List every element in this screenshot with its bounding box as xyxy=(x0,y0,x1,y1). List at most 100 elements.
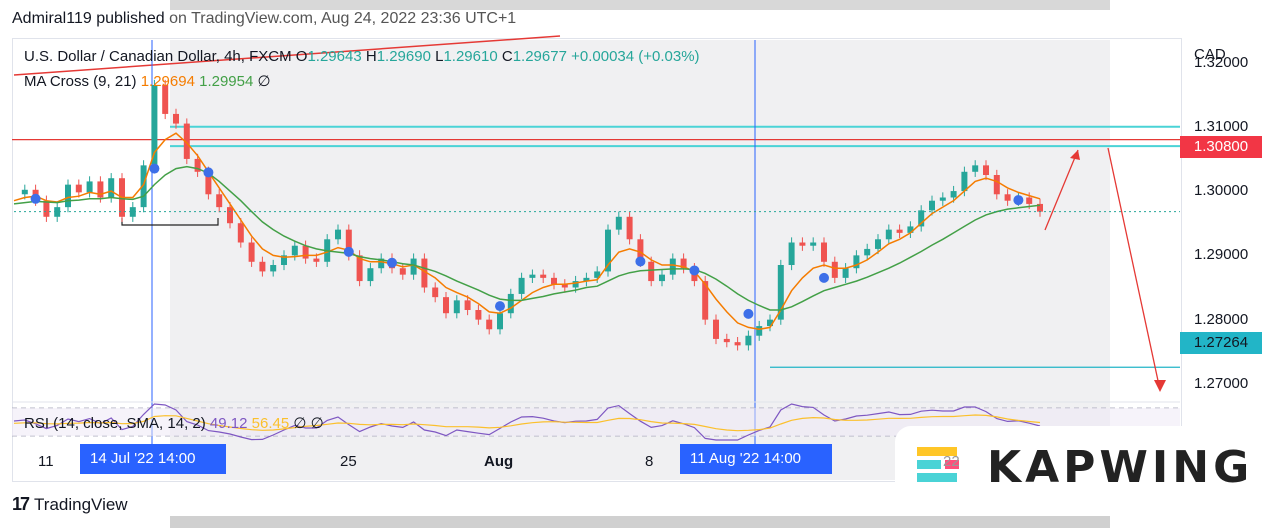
candle-body xyxy=(615,216,622,230)
candle-body xyxy=(497,313,503,330)
bottom-strip xyxy=(170,516,1110,528)
candle-body xyxy=(237,223,244,243)
candle-body xyxy=(756,326,763,336)
candle-body xyxy=(162,85,169,114)
projection-up-line xyxy=(1044,149,1079,231)
published-word: published xyxy=(91,10,165,27)
candle-body xyxy=(864,248,871,256)
candle-body xyxy=(972,165,979,172)
candle-body xyxy=(669,258,676,275)
x-highlight-aug: 11 Aug '22 14:00 xyxy=(680,444,832,474)
rsi-line xyxy=(13,403,1041,441)
x-label-aug: Aug xyxy=(484,453,514,470)
candle-body xyxy=(432,287,439,298)
ma-cross-dot xyxy=(635,256,646,267)
candle-body xyxy=(421,258,428,288)
candle-body xyxy=(86,181,93,193)
candle-body xyxy=(151,85,158,166)
trend-line xyxy=(13,35,561,76)
candle-body xyxy=(626,216,633,240)
candle-body xyxy=(507,293,514,314)
ma-cross-dot xyxy=(743,308,754,319)
candle-body xyxy=(950,191,957,198)
candle-body xyxy=(799,242,806,246)
low-value: 1.29610 xyxy=(443,48,498,65)
close-value: 1.29677 xyxy=(512,48,567,65)
change-value: +0.00034 (+0.03%) xyxy=(571,48,700,65)
rsi-sma-value: 56.45 xyxy=(251,415,290,432)
x-label-22: 22 xyxy=(943,453,960,470)
candle-body xyxy=(810,242,817,246)
symbol-title[interactable]: U.S. Dollar / Canadian Dollar, 4h, FXCM xyxy=(24,48,292,65)
candle-body xyxy=(248,242,255,262)
candle-body xyxy=(561,284,568,288)
y-tick-label: 1.30000 xyxy=(1194,182,1249,200)
currency-label: CAD xyxy=(1194,46,1226,63)
x-highlight-jul: 14 Jul '22 14:00 xyxy=(80,444,226,474)
candle-body xyxy=(540,274,547,278)
candle-body xyxy=(885,229,892,240)
candle-body xyxy=(961,171,968,192)
candle-body xyxy=(939,197,946,201)
candle-body xyxy=(745,335,752,346)
candle-body xyxy=(680,258,687,269)
candle-body xyxy=(788,242,795,265)
candle-body xyxy=(486,319,493,330)
candle-body xyxy=(216,194,223,208)
candle-body xyxy=(291,245,298,256)
candle-body xyxy=(594,271,601,278)
candle-body xyxy=(302,245,309,259)
candle-body xyxy=(183,123,190,159)
candle-body xyxy=(831,261,838,278)
candle-body xyxy=(821,242,827,262)
x-label-8: 8 xyxy=(645,453,654,470)
candle-body xyxy=(399,268,406,275)
candle-body xyxy=(281,255,287,265)
candle-body xyxy=(1026,197,1033,204)
ma-fast-line xyxy=(13,132,1041,331)
candle-body xyxy=(65,184,71,208)
candle-body xyxy=(345,229,352,256)
tradingview-name: TradingView xyxy=(34,494,128,514)
publish-meta: on TradingView.com, Aug 24, 2022 23:36 U… xyxy=(164,10,517,27)
candle-body xyxy=(605,229,611,272)
rsi-hide-icon[interactable]: ∅ ∅ xyxy=(293,415,324,432)
candle-body xyxy=(108,178,115,198)
author-name[interactable]: Admiral119 xyxy=(12,10,92,27)
tradingview-logo[interactable]: 17 TradingView xyxy=(12,494,128,515)
kapwing-logo-icon xyxy=(917,447,973,487)
rsi-label[interactable]: RSI (14, close, SMA, 14, 2) xyxy=(24,415,206,432)
candle-body xyxy=(907,226,914,233)
open-value: 1.29643 xyxy=(307,48,362,65)
candle-body xyxy=(659,274,665,282)
candle-body xyxy=(529,274,536,278)
price-legend: U.S. Dollar / Canadian Dollar, 4h, FXCM … xyxy=(24,48,700,65)
candle-body xyxy=(54,207,61,217)
arrow-down-icon xyxy=(1154,380,1166,392)
ma-cross-dot xyxy=(203,167,214,178)
candle-body xyxy=(173,113,179,124)
ma-cross-dot xyxy=(819,272,829,283)
candle-body xyxy=(734,342,741,346)
candle-body xyxy=(194,158,201,172)
hide-icon[interactable]: ∅ xyxy=(257,73,271,90)
ma-label[interactable]: MA Cross (9, 21) xyxy=(24,73,137,90)
candle-body xyxy=(896,229,903,233)
candle-body xyxy=(378,258,385,269)
candle-body xyxy=(572,281,579,288)
rsi-sma-line xyxy=(13,414,1041,432)
high-value: 1.29690 xyxy=(376,48,431,65)
ma-cross-dot xyxy=(30,193,41,204)
candle-body xyxy=(518,277,525,294)
ma-cross-dot xyxy=(689,265,700,276)
ma-cross-dot xyxy=(387,257,397,268)
candle-body xyxy=(443,297,449,314)
candle-body xyxy=(767,319,773,327)
candle-body xyxy=(75,184,82,193)
ma-fast-value: 1.29694 xyxy=(140,73,195,90)
ma-slow-line xyxy=(13,165,1041,311)
candle-body xyxy=(713,319,719,339)
candle-body xyxy=(475,310,482,320)
candle-body xyxy=(227,207,233,224)
